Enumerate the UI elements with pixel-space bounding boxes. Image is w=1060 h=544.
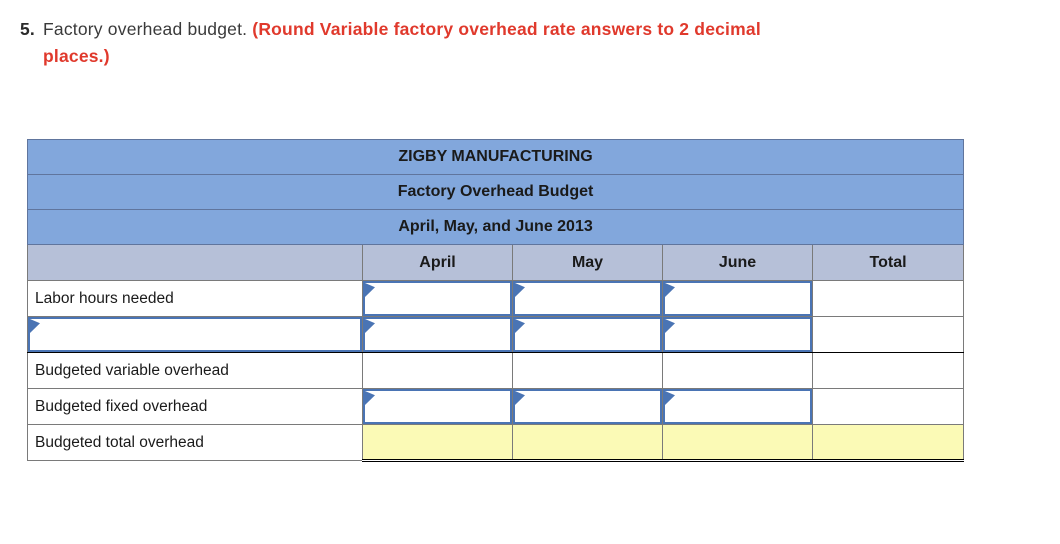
answer-input-blank-may[interactable] xyxy=(513,317,662,352)
row-label-fixed-overhead: Budgeted fixed overhead xyxy=(27,388,363,425)
calculated-cell-total-overhead-may xyxy=(512,424,663,462)
cell-fixed-overhead-total xyxy=(811,388,965,425)
input-flag-icon xyxy=(665,391,675,405)
table-period-row: April, May, and June 2013 xyxy=(26,209,965,245)
cell-variable-overhead-june xyxy=(662,352,813,389)
cell-blank-may xyxy=(512,316,663,353)
cell-variable-overhead-april xyxy=(362,352,513,389)
input-flag-icon xyxy=(365,319,375,333)
instruction-main-text: Factory overhead budget. xyxy=(43,19,248,39)
row-budgeted-variable-overhead: Budgeted variable overhead xyxy=(27,352,965,389)
cell-labor-hours-total xyxy=(811,280,965,317)
column-header-blank xyxy=(27,244,363,281)
answer-input-blank-june[interactable] xyxy=(663,317,812,352)
table-title-row: ZIGBY MANUFACTURING xyxy=(26,139,965,175)
answer-input-labor-hours-june[interactable] xyxy=(663,281,812,316)
answer-input-blank-april[interactable] xyxy=(363,317,512,352)
factory-overhead-budget-table: ZIGBY MANUFACTURING Factory Overhead Bud… xyxy=(26,139,965,462)
problem-instruction: 5. Factory overhead budget. (Round Varia… xyxy=(20,16,785,70)
instruction-rounding-note: (Round Variable factory overhead rate an… xyxy=(43,19,761,66)
calculated-cell-total-overhead-april xyxy=(362,424,513,462)
cell-variable-overhead-may xyxy=(512,352,663,389)
input-flag-icon xyxy=(30,319,40,333)
answer-input-labor-hours-april[interactable] xyxy=(363,281,512,316)
cell-fixed-overhead-april xyxy=(362,388,513,425)
input-flag-icon xyxy=(515,319,525,333)
budget-title: Factory Overhead Budget xyxy=(26,174,965,210)
input-flag-icon xyxy=(365,391,375,405)
cell-variable-overhead-total xyxy=(811,352,965,389)
row-blank-entry xyxy=(27,316,965,353)
calculated-cell-total-overhead-total xyxy=(811,424,965,462)
column-header-april: April xyxy=(362,244,513,281)
row-budgeted-total-overhead: Budgeted total overhead xyxy=(27,424,965,462)
instruction-text: Factory overhead budget. (Round Variable… xyxy=(43,16,785,70)
input-flag-icon xyxy=(665,283,675,297)
budget-period: April, May, and June 2013 xyxy=(26,209,965,245)
cell-labor-hours-june xyxy=(662,280,813,317)
row-budgeted-fixed-overhead: Budgeted fixed overhead xyxy=(27,388,965,425)
answer-input-fixed-overhead-may[interactable] xyxy=(513,389,662,424)
row-labor-hours-needed: Labor hours needed xyxy=(27,280,965,317)
column-header-may: May xyxy=(512,244,663,281)
cell-labor-hours-april xyxy=(362,280,513,317)
cell-blank-label xyxy=(27,316,363,353)
input-flag-icon xyxy=(515,391,525,405)
problem-number: 5. xyxy=(20,19,35,39)
answer-input-fixed-overhead-april[interactable] xyxy=(363,389,512,424)
input-flag-icon xyxy=(365,283,375,297)
answer-input-labor-hours-may[interactable] xyxy=(513,281,662,316)
cell-fixed-overhead-may xyxy=(512,388,663,425)
column-header-june: June xyxy=(662,244,813,281)
row-label-variable-overhead: Budgeted variable overhead xyxy=(27,352,363,389)
input-flag-icon xyxy=(515,283,525,297)
column-header-row: April May June Total xyxy=(27,244,965,281)
company-name: ZIGBY MANUFACTURING xyxy=(26,139,965,175)
input-flag-icon xyxy=(665,319,675,333)
row-label-labor-hours: Labor hours needed xyxy=(27,280,363,317)
answer-input-row-label[interactable] xyxy=(28,317,362,352)
cell-fixed-overhead-june xyxy=(662,388,813,425)
cell-blank-june xyxy=(662,316,813,353)
answer-input-fixed-overhead-june[interactable] xyxy=(663,389,812,424)
cell-labor-hours-may xyxy=(512,280,663,317)
row-label-total-overhead: Budgeted total overhead xyxy=(27,424,363,461)
column-header-total: Total xyxy=(811,244,965,281)
cell-blank-total xyxy=(811,316,965,353)
table-subtitle-row: Factory Overhead Budget xyxy=(26,174,965,210)
calculated-cell-total-overhead-june xyxy=(662,424,813,462)
cell-blank-april xyxy=(362,316,513,353)
